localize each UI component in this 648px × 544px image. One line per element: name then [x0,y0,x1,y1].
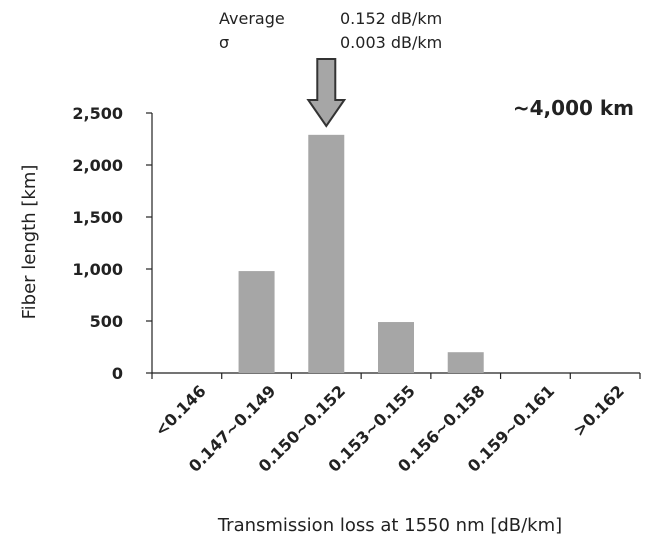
bar [308,134,345,373]
x-tick-label: >0.162 [569,381,628,440]
x-tick-label: <0.146 [151,381,210,440]
y-axis-title: Fiber length [km] [19,165,40,320]
y-axis [146,112,153,374]
y-tick-label: 0 [112,364,123,383]
y-tick-label: 500 [90,312,123,331]
bar [447,352,484,373]
average-arrow-icon [306,58,347,128]
xtick-labels: <0.1460.147~0.1490.150~0.1520.153~0.1550… [151,381,628,475]
y-tick-label: 1,500 [72,208,123,227]
x-axis [151,372,641,379]
bar [378,322,414,373]
average-value: 0.152 dB/km [340,9,442,28]
ytick-labels: 0 500 1,000 1,500 2,000 2,500 [72,104,123,383]
sigma-value: 0.003 dB/km [340,33,442,52]
y-tick-label: 1,000 [72,260,123,279]
average-label: Average [219,9,285,28]
bars [238,134,484,373]
bar [238,271,275,373]
sigma-label: σ [219,33,229,52]
x-axis-title: Transmission loss at 1550 nm [dB/km] [217,515,562,536]
y-tick-label: 2,000 [72,156,123,175]
y-tick-label: 2,500 [72,104,123,123]
total-length-label: ~4,000 km [513,96,634,120]
